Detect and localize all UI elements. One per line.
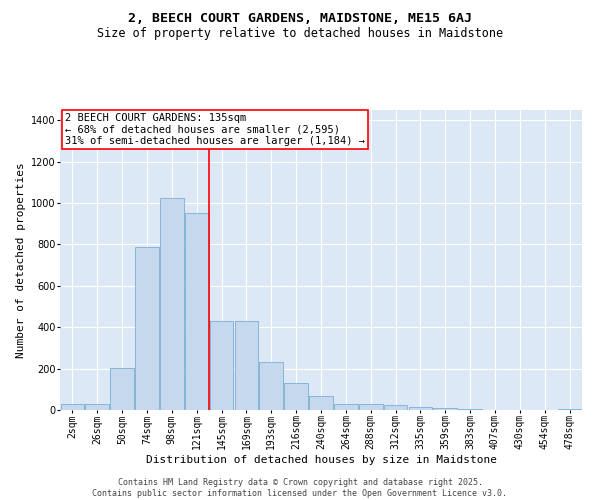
Bar (259, 362, 283, 410)
Bar (309, 396, 333, 410)
Bar (558, 409, 581, 410)
Bar (185, 214, 209, 410)
X-axis label: Distribution of detached houses by size in Maidstone: Distribution of detached houses by size … (146, 455, 497, 465)
Bar (110, 368, 134, 410)
Bar (334, 404, 358, 410)
Bar (433, 408, 457, 410)
Bar (135, 246, 159, 410)
Bar (458, 409, 482, 410)
Bar (61, 404, 84, 410)
Bar (85, 404, 109, 410)
Bar (409, 407, 432, 410)
Bar (235, 321, 258, 410)
Bar (160, 198, 184, 410)
Text: Contains HM Land Registry data © Crown copyright and database right 2025.
Contai: Contains HM Land Registry data © Crown c… (92, 478, 508, 498)
Bar (284, 383, 308, 410)
Text: 2 BEECH COURT GARDENS: 135sqm
← 68% of detached houses are smaller (2,595)
31% o: 2 BEECH COURT GARDENS: 135sqm ← 68% of d… (65, 113, 365, 146)
Text: Size of property relative to detached houses in Maidstone: Size of property relative to detached ho… (97, 28, 503, 40)
Y-axis label: Number of detached properties: Number of detached properties (16, 162, 26, 358)
Bar (210, 321, 233, 410)
Bar (359, 404, 383, 410)
Bar (384, 405, 407, 410)
Text: 2, BEECH COURT GARDENS, MAIDSTONE, ME15 6AJ: 2, BEECH COURT GARDENS, MAIDSTONE, ME15 … (128, 12, 472, 26)
